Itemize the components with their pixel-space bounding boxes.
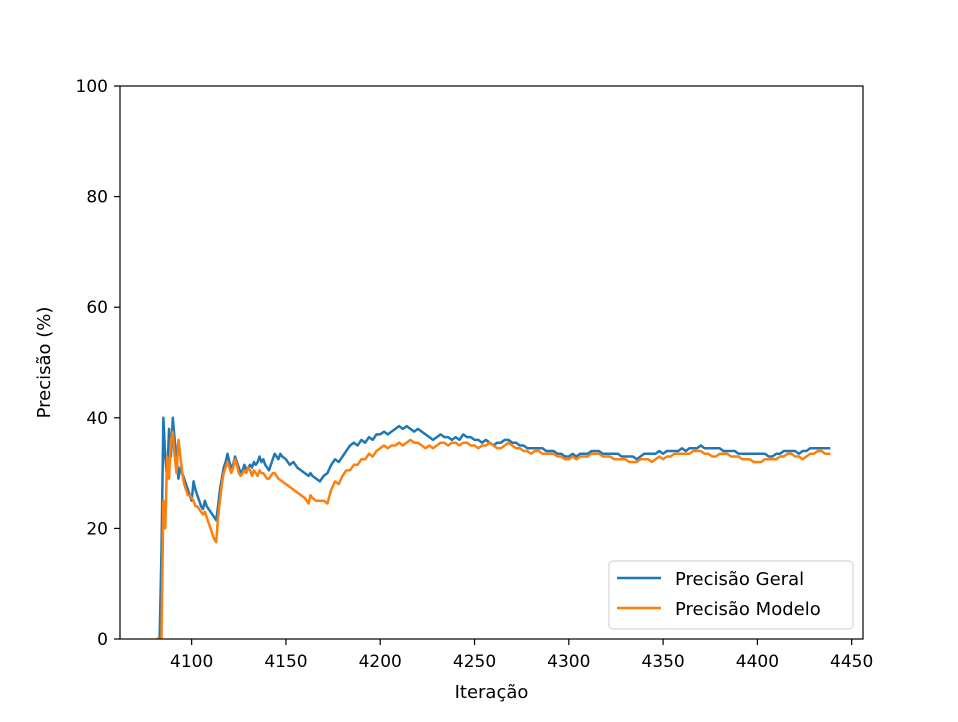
x-tick-label: 4300 [547, 652, 590, 672]
plot-area [156, 416, 831, 639]
x-tick-label: 4450 [830, 652, 873, 672]
y-tick-label: 80 [86, 188, 108, 208]
x-tick-label: 4150 [264, 652, 307, 672]
x-tick-label: 4100 [170, 652, 213, 672]
y-tick-label: 40 [86, 409, 108, 429]
y-tick-label: 0 [97, 630, 108, 650]
series-line-precisao-modelo [156, 430, 831, 639]
series-line-precisao-geral [156, 416, 831, 639]
x-axis-label: Iteração [455, 682, 529, 703]
legend: Precisão Geral Precisão Modelo [608, 560, 854, 630]
x-tick-label: 4400 [736, 652, 779, 672]
legend-label-precisao-geral: Precisão Geral [675, 569, 804, 590]
y-tick-label: 100 [76, 77, 108, 97]
x-tick-label: 4350 [641, 652, 684, 672]
x-axis-ticks: 4100 4150 4200 4250 4300 4350 4400 4450 [170, 639, 873, 672]
y-axis-label: Precisão (%) [34, 307, 55, 419]
y-tick-label: 20 [86, 519, 108, 539]
axes-frame [119, 85, 864, 640]
x-tick-label: 4250 [453, 652, 496, 672]
legend-box [608, 560, 854, 630]
y-tick-label: 60 [86, 298, 108, 318]
x-tick-label: 4200 [359, 652, 402, 672]
y-axis-ticks: 0 20 40 60 80 100 [76, 77, 120, 650]
legend-label-precisao-modelo: Precisão Modelo [675, 599, 821, 620]
